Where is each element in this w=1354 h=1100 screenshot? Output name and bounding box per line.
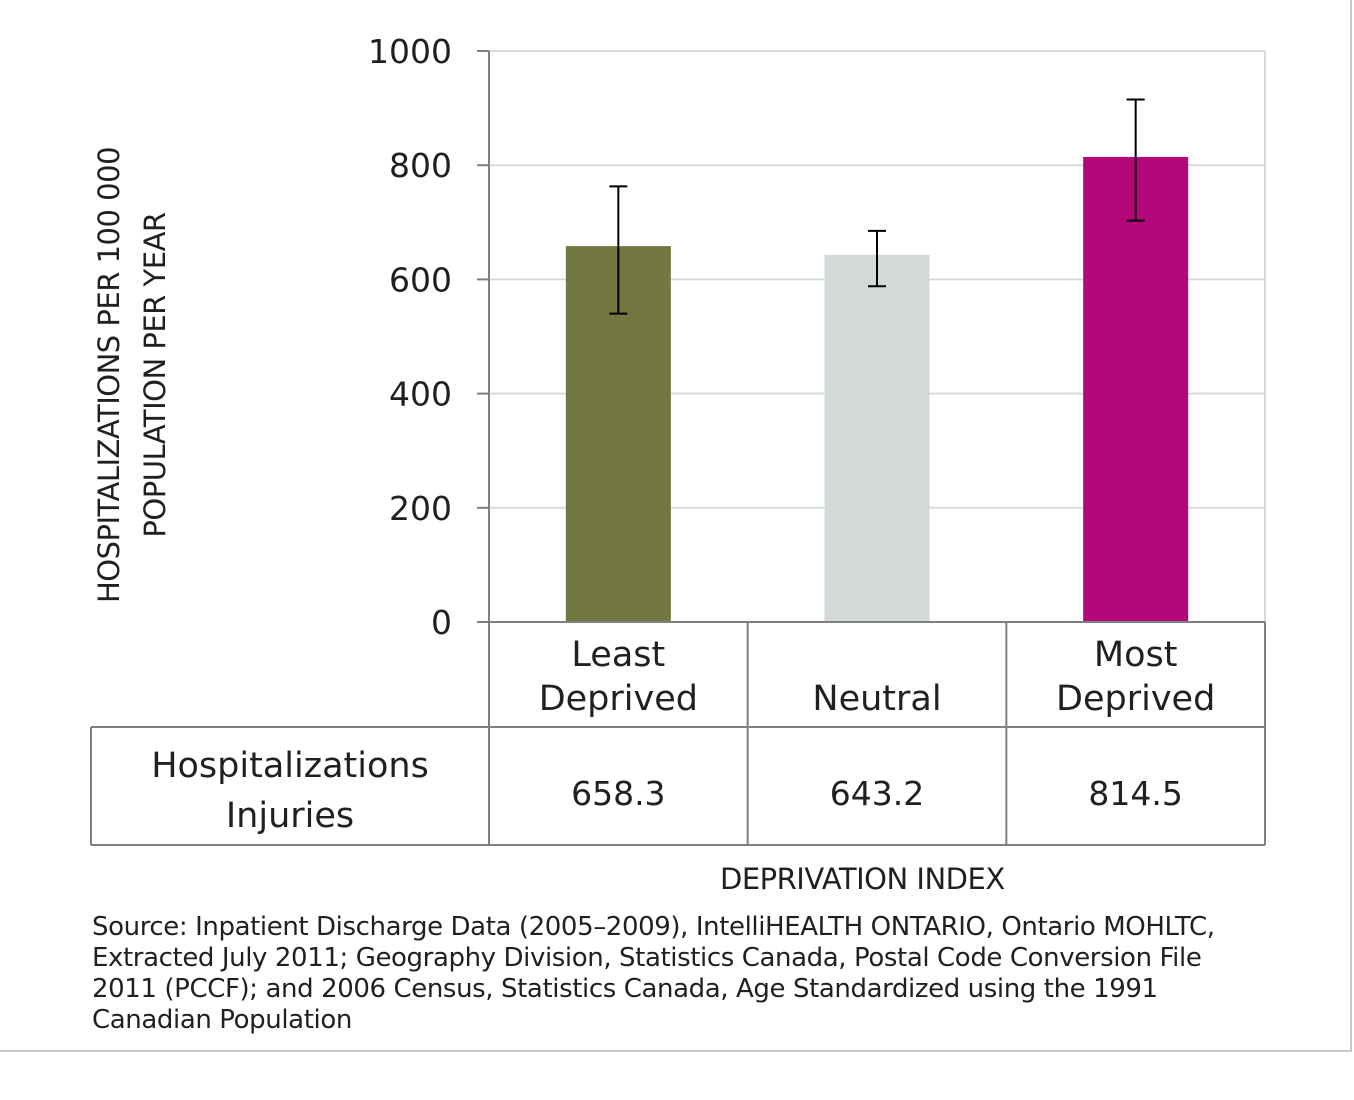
table-value: 643.2 (830, 774, 924, 813)
y-axis-label-line-1: HOSPITALIZATIONS PER 100 000 (92, 146, 126, 604)
y-tick-label: 800 (389, 146, 452, 185)
category-label: Least (571, 635, 665, 675)
y-tick-label: 0 (431, 603, 452, 642)
y-axis-label: HOSPITALIZATIONS PER 100 000 POPULATION … (86, 115, 178, 635)
series-label: Injuries (226, 796, 354, 836)
x-axis-label: DEPRIVATION INDEX (720, 862, 1005, 896)
y-tick-label: 600 (389, 260, 452, 299)
series-label: Hospitalizations (151, 746, 429, 786)
y-tick-label: 200 (389, 489, 452, 528)
table-value: 658.3 (571, 774, 665, 813)
table-value: 814.5 (1088, 774, 1182, 813)
category-label: Deprived (1056, 679, 1215, 719)
y-tick-label: 1000 (368, 32, 452, 71)
category-label: Deprived (539, 679, 698, 719)
bar (824, 254, 930, 623)
source-note: Source: Inpatient Discharge Data (2005–2… (92, 912, 1215, 1035)
category-label: Most (1094, 635, 1178, 675)
figure-frame (0, 0, 1352, 1052)
y-axis-label-line-2: POPULATION PER YEAR (138, 212, 172, 538)
bar (1083, 156, 1189, 622)
y-tick-label: 400 (389, 375, 452, 414)
category-label: Neutral (812, 679, 941, 719)
